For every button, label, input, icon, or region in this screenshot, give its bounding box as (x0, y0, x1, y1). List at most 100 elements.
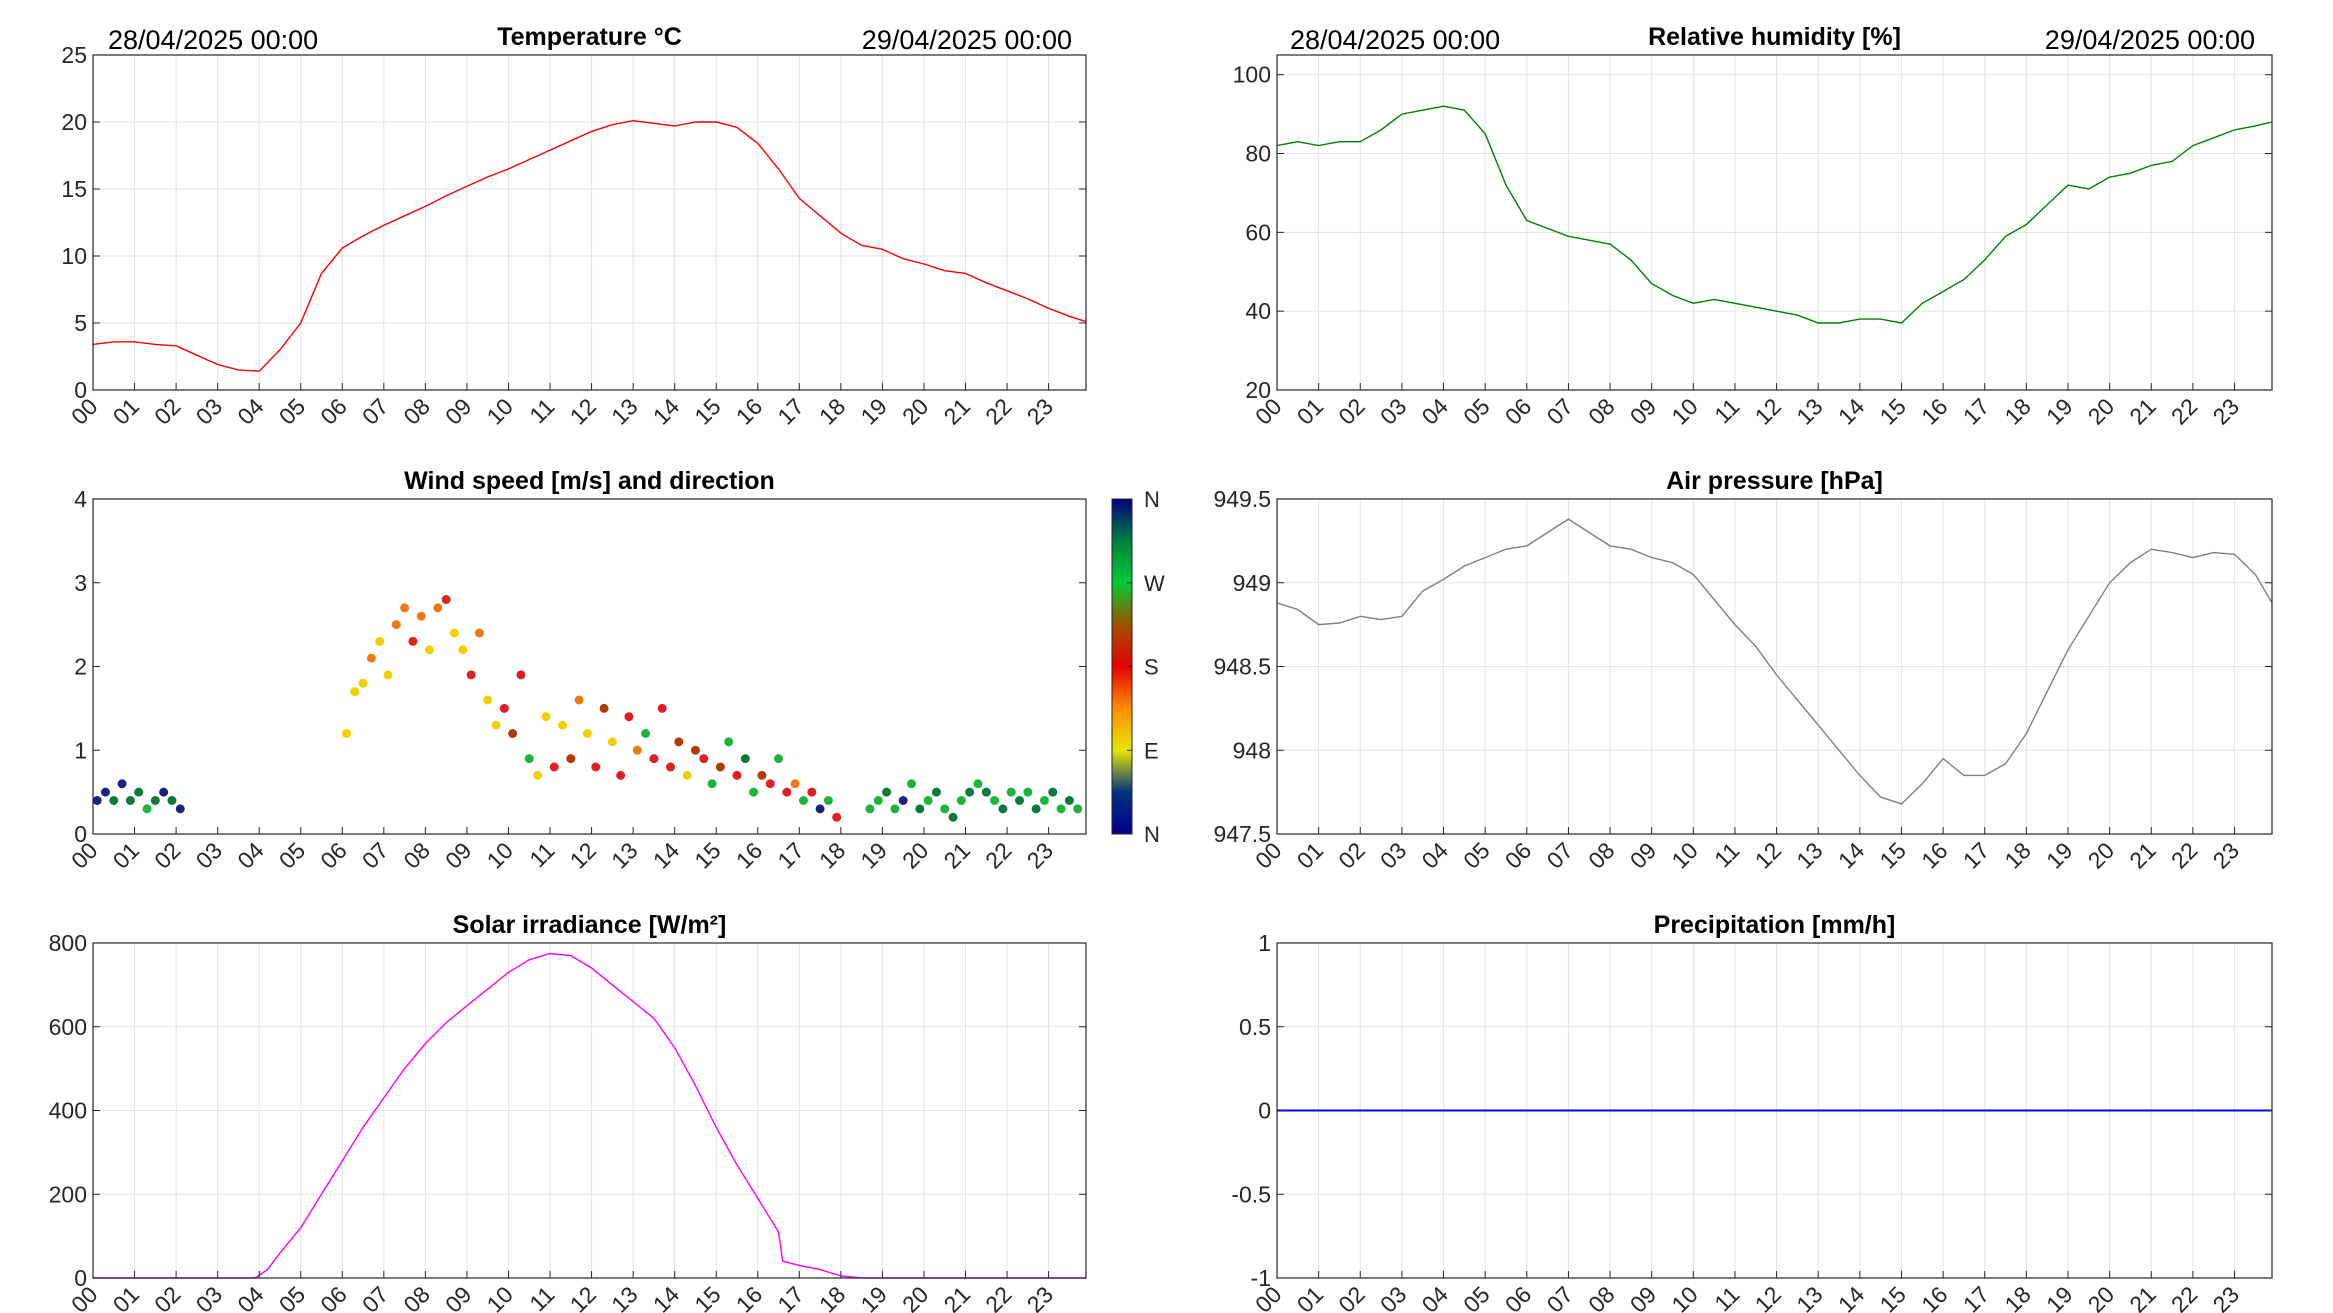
wind-point (1056, 804, 1066, 814)
x-tick-label: 19 (855, 837, 891, 873)
x-tick-label: 20 (897, 837, 933, 873)
y-tick-label: 1 (1258, 930, 1271, 956)
x-tick-label: 23 (2208, 837, 2244, 873)
series-line-temperature (92, 119, 1087, 372)
y-tick-label: 0 (74, 821, 87, 847)
x-tick-label: 23 (1022, 393, 1058, 429)
x-tick-label: 16 (1916, 393, 1952, 429)
y-tick-label: 947.5 (1213, 821, 1271, 847)
x-tick-label: 04 (1417, 393, 1454, 430)
y-tick-label: 20 (1245, 377, 1271, 403)
wind-point (906, 779, 916, 789)
wind-point (516, 670, 526, 680)
wind-point (882, 787, 892, 797)
x-tick-label: 09 (1625, 837, 1661, 873)
x-tick-label: 09 (1625, 393, 1661, 429)
wind-point (823, 796, 833, 805)
x-tick-label: 06 (315, 837, 351, 873)
wind-point (533, 770, 543, 780)
plot-area (1277, 55, 2272, 390)
x-tick-label: 20 (2083, 1281, 2119, 1313)
x-tick-label: 21 (939, 1281, 975, 1313)
wind-point (549, 762, 559, 772)
wind-point (666, 762, 676, 772)
date-end-right: 29/04/2025 00:00 (2045, 25, 2255, 55)
wind-point (125, 796, 135, 805)
x-tick-label: 09 (440, 1281, 476, 1313)
wind-point (724, 737, 734, 747)
x-tick-label: 21 (2124, 837, 2160, 873)
x-tick-label: 14 (1833, 1281, 1870, 1313)
wind-point (699, 754, 709, 764)
x-tick-label: 04 (232, 393, 269, 430)
x-tick-label: 03 (191, 1281, 227, 1313)
x-tick-label: 23 (2208, 1281, 2244, 1313)
x-tick-label: 09 (440, 837, 476, 873)
y-tick-label: -1 (1251, 1265, 1271, 1291)
x-tick-label: 01 (108, 837, 144, 873)
x-tick-label: 11 (524, 393, 559, 428)
x-tick-label: 16 (1916, 1281, 1952, 1313)
wind-point (832, 812, 842, 822)
x-tick-label: 07 (357, 393, 393, 429)
wind-point (458, 645, 468, 655)
x-tick-label: 11 (524, 1281, 559, 1313)
wind-point (1073, 804, 1083, 814)
x-tick-label: 21 (939, 393, 975, 429)
x-tick-label: 22 (2166, 393, 2202, 429)
date-end-left: 29/04/2025 00:00 (862, 25, 1072, 55)
x-tick-label: 12 (565, 837, 601, 873)
y-tick-label: 948 (1233, 737, 1271, 763)
x-tick-label: 07 (1541, 1281, 1577, 1313)
x-tick-label: 18 (1999, 393, 2035, 429)
chart-title-solar: Solar irradiance [W/m²] (453, 911, 727, 939)
wind-point (632, 745, 642, 755)
wind-point (466, 670, 476, 680)
x-tick-label: 19 (2041, 837, 2077, 873)
wind-point (707, 779, 717, 789)
x-tick-label: 11 (1709, 393, 1744, 428)
plot-area (93, 55, 1086, 390)
x-tick-label: 12 (565, 1281, 601, 1313)
y-tick-label: 80 (1245, 141, 1271, 167)
wind-point (557, 720, 567, 730)
wind-point (1006, 787, 1016, 797)
colorbar-label: S (1144, 655, 1159, 680)
x-tick-label: 19 (2041, 393, 2077, 429)
series-line-humidity (1276, 105, 2273, 324)
wind-point (366, 653, 376, 663)
wind-point (973, 779, 983, 789)
x-tick-label: 11 (1709, 1281, 1744, 1313)
x-tick-label: 02 (149, 837, 185, 873)
y-tick-label: 3 (74, 570, 87, 596)
wind-point (641, 729, 651, 738)
x-tick-label: 03 (1375, 837, 1411, 873)
wind-point (740, 754, 750, 764)
colorbar-label: E (1144, 738, 1159, 763)
wind-point (474, 628, 484, 638)
x-tick-label: 15 (689, 837, 725, 873)
wind-point (508, 729, 518, 738)
wind-point (391, 620, 401, 630)
wind-point (940, 804, 950, 814)
x-tick-label: 10 (1666, 1281, 1702, 1313)
chart-title-wind: Wind speed [m/s] and direction (404, 467, 775, 495)
x-tick-label: 00 (66, 837, 102, 873)
y-tick-label: 600 (49, 1014, 87, 1040)
wind-point (1015, 796, 1025, 805)
wind-point (965, 787, 975, 797)
x-tick-label: 20 (2083, 837, 2119, 873)
x-tick-label: 12 (1750, 1281, 1786, 1313)
wind-point (159, 787, 169, 797)
wind-point (566, 754, 576, 764)
x-tick-label: 00 (66, 1281, 102, 1313)
series-line-solar (93, 952, 1086, 1279)
wind-point (815, 804, 825, 814)
y-tick-label: 60 (1245, 219, 1271, 245)
x-tick-label: 22 (980, 393, 1016, 429)
wind-point (400, 603, 410, 613)
x-tick-label: 18 (814, 1281, 850, 1313)
